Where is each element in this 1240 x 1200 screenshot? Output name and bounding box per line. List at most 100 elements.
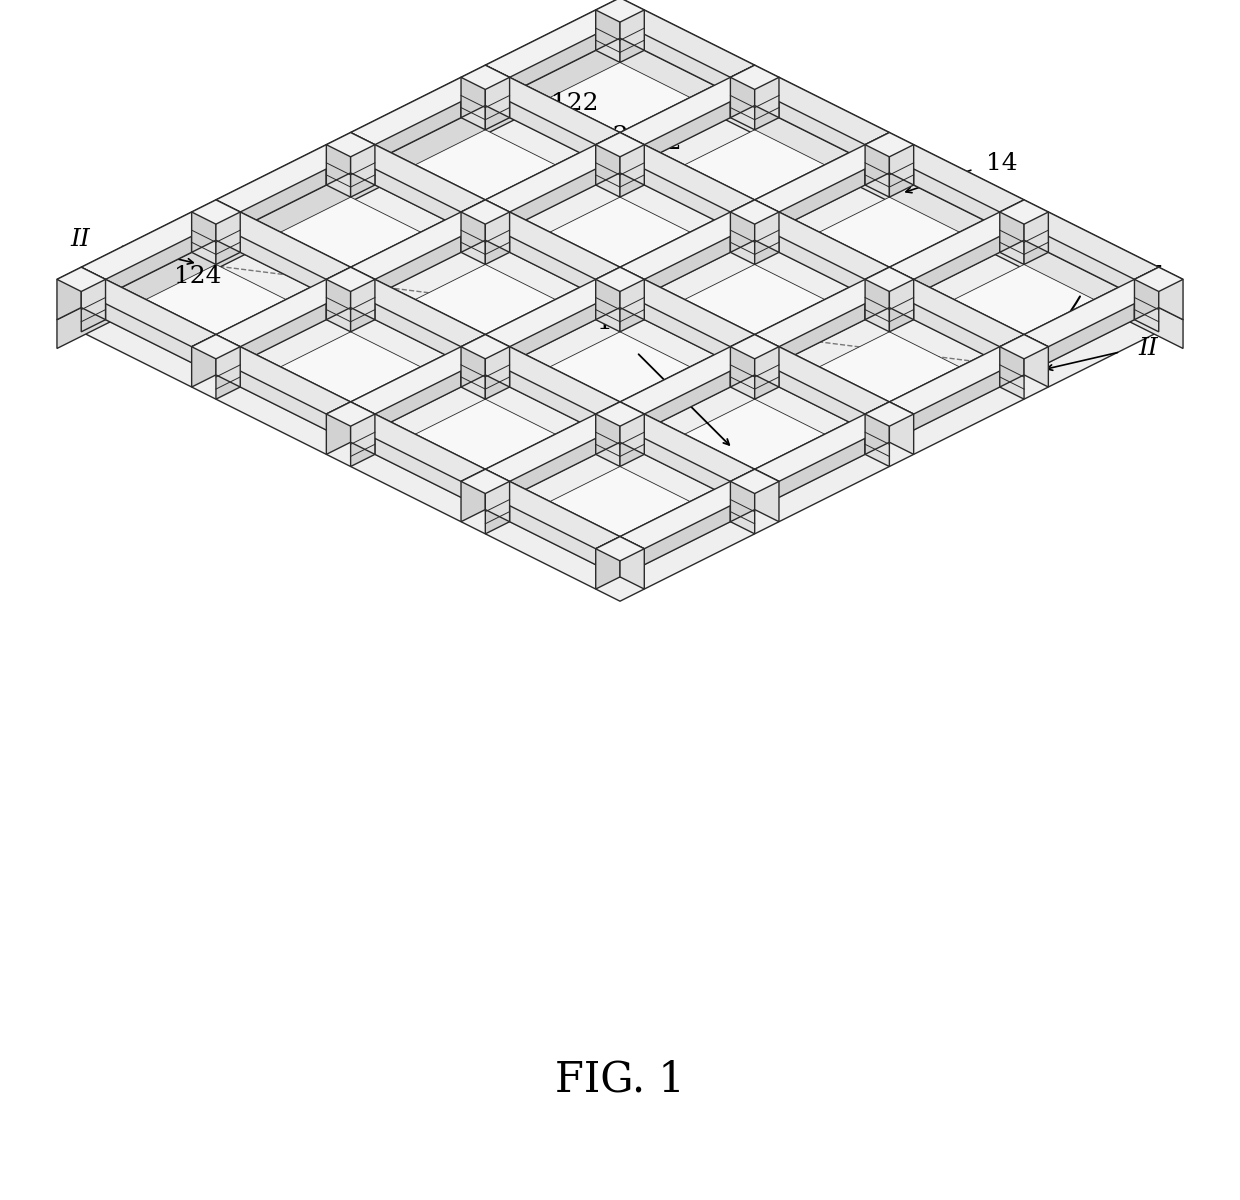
Polygon shape [755, 77, 889, 145]
Polygon shape [216, 212, 241, 264]
Polygon shape [620, 212, 755, 280]
Polygon shape [485, 145, 595, 240]
Polygon shape [595, 132, 645, 157]
Polygon shape [889, 132, 914, 185]
Polygon shape [510, 347, 620, 443]
Polygon shape [326, 268, 351, 319]
Polygon shape [595, 280, 620, 332]
Polygon shape [889, 280, 1024, 347]
Polygon shape [1024, 280, 1158, 347]
Text: 14: 14 [986, 152, 1017, 175]
Text: 10: 10 [596, 311, 629, 335]
Polygon shape [374, 264, 595, 374]
Polygon shape [889, 145, 914, 197]
Polygon shape [889, 402, 914, 455]
Polygon shape [241, 347, 351, 443]
Polygon shape [461, 347, 485, 400]
Polygon shape [57, 38, 620, 348]
Polygon shape [374, 130, 595, 240]
Polygon shape [755, 414, 866, 510]
Polygon shape [351, 145, 485, 212]
Polygon shape [595, 145, 620, 197]
Polygon shape [351, 347, 485, 414]
Polygon shape [510, 467, 730, 577]
Polygon shape [620, 132, 645, 185]
Polygon shape [620, 10, 755, 77]
Polygon shape [192, 200, 216, 252]
Polygon shape [351, 280, 485, 347]
Polygon shape [351, 132, 374, 185]
Polygon shape [595, 536, 620, 589]
Polygon shape [620, 212, 730, 307]
Polygon shape [192, 335, 241, 359]
Polygon shape [755, 347, 779, 400]
Polygon shape [241, 332, 461, 443]
Polygon shape [730, 200, 755, 252]
Polygon shape [461, 469, 485, 522]
Polygon shape [999, 200, 1048, 224]
Polygon shape [999, 212, 1024, 264]
Polygon shape [755, 280, 866, 374]
Polygon shape [485, 280, 595, 374]
Polygon shape [866, 145, 889, 197]
Polygon shape [889, 347, 1024, 414]
Polygon shape [755, 469, 779, 522]
Polygon shape [461, 77, 485, 130]
Polygon shape [510, 481, 620, 577]
Polygon shape [889, 280, 914, 332]
Polygon shape [620, 0, 645, 50]
Polygon shape [1158, 268, 1183, 319]
Polygon shape [485, 65, 510, 118]
Polygon shape [192, 212, 216, 264]
Polygon shape [645, 280, 755, 374]
Polygon shape [620, 77, 730, 173]
Polygon shape [510, 197, 730, 307]
Polygon shape [620, 38, 1183, 348]
Polygon shape [730, 65, 779, 90]
Polygon shape [730, 212, 755, 264]
Text: FIG. 1: FIG. 1 [556, 1058, 684, 1102]
Polygon shape [779, 197, 999, 307]
Polygon shape [461, 335, 510, 359]
Polygon shape [595, 414, 620, 467]
Text: 124: 124 [175, 264, 222, 288]
Polygon shape [779, 347, 889, 443]
Polygon shape [866, 132, 889, 185]
Polygon shape [620, 268, 645, 319]
Polygon shape [1135, 268, 1183, 292]
Polygon shape [510, 77, 620, 173]
Polygon shape [595, 536, 645, 560]
Polygon shape [351, 212, 485, 280]
Polygon shape [57, 268, 82, 319]
Polygon shape [57, 38, 1183, 601]
Polygon shape [1135, 280, 1158, 332]
Polygon shape [351, 402, 374, 455]
Polygon shape [645, 145, 755, 240]
Polygon shape [620, 145, 755, 212]
Polygon shape [57, 268, 105, 292]
Polygon shape [620, 145, 645, 197]
Polygon shape [1024, 200, 1048, 252]
Polygon shape [485, 414, 595, 510]
Text: II: II [69, 228, 89, 251]
Polygon shape [485, 414, 620, 481]
Polygon shape [645, 414, 755, 510]
Polygon shape [1024, 280, 1135, 374]
Polygon shape [645, 10, 755, 106]
Polygon shape [216, 347, 351, 414]
Polygon shape [1024, 335, 1048, 388]
Text: II: II [1138, 337, 1158, 360]
Polygon shape [82, 268, 105, 319]
Polygon shape [374, 280, 485, 374]
Polygon shape [755, 145, 866, 240]
Polygon shape [485, 10, 620, 77]
Text: 120: 120 [598, 125, 645, 148]
Polygon shape [510, 332, 730, 443]
Polygon shape [351, 414, 485, 481]
Polygon shape [485, 481, 620, 548]
Polygon shape [192, 335, 216, 388]
Polygon shape [999, 347, 1024, 400]
Polygon shape [620, 481, 755, 548]
Polygon shape [620, 10, 645, 62]
Polygon shape [485, 200, 510, 252]
